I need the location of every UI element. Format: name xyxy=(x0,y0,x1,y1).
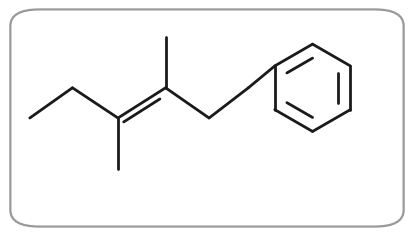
FancyBboxPatch shape xyxy=(10,9,403,227)
